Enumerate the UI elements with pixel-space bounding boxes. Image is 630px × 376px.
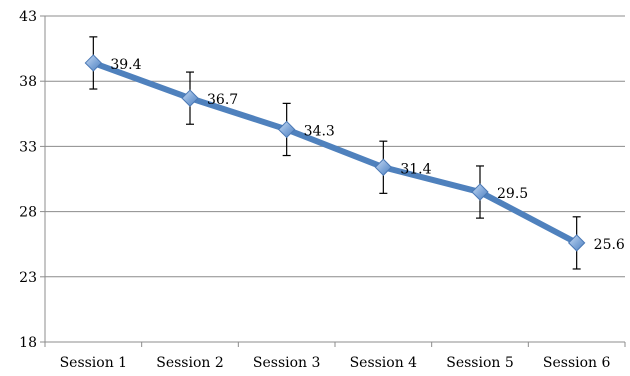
data-label: 39.4 (110, 57, 141, 73)
y-tick-label: 18 (19, 335, 37, 351)
data-label: 36.7 (207, 92, 238, 108)
data-label: 25.6 (594, 237, 625, 253)
data-point-marker (181, 89, 199, 107)
y-tick-label: 38 (19, 74, 37, 90)
series-line (90, 59, 580, 246)
x-tick-label: Session 4 (350, 355, 418, 371)
axes (40, 15, 626, 347)
x-tick-label: Session 6 (543, 355, 611, 371)
y-tick-label: 33 (19, 139, 37, 155)
data-point-marker (567, 234, 586, 252)
data-label: 31.4 (400, 161, 431, 177)
data-point-marker (374, 158, 393, 176)
data-point-marker (277, 120, 296, 139)
x-tick-label: Session 5 (446, 355, 514, 371)
data-label: 29.5 (497, 186, 528, 202)
y-tick-label: 28 (19, 205, 37, 221)
y-tick-labels: 18 23 28 33 38 43 (19, 9, 37, 351)
error-bars (89, 36, 581, 270)
x-tick-label: Session 3 (253, 355, 321, 371)
y-tick-label: 43 (19, 9, 37, 25)
data-point-marker (471, 183, 489, 201)
data-point-marker (84, 54, 103, 72)
y-tick-label: 23 (19, 270, 37, 286)
markers (84, 54, 586, 252)
x-tick-label: Session 1 (60, 355, 128, 371)
data-label: 34.3 (304, 123, 335, 139)
x-tick-label: Session 2 (156, 355, 224, 371)
series (90, 59, 580, 246)
x-tick-labels: Session 1 Session 2 Session 3 Session 4 Sess… (60, 355, 611, 371)
data-labels: 39.4 36.7 34.3 31.4 29.5 25.6 (110, 57, 625, 253)
